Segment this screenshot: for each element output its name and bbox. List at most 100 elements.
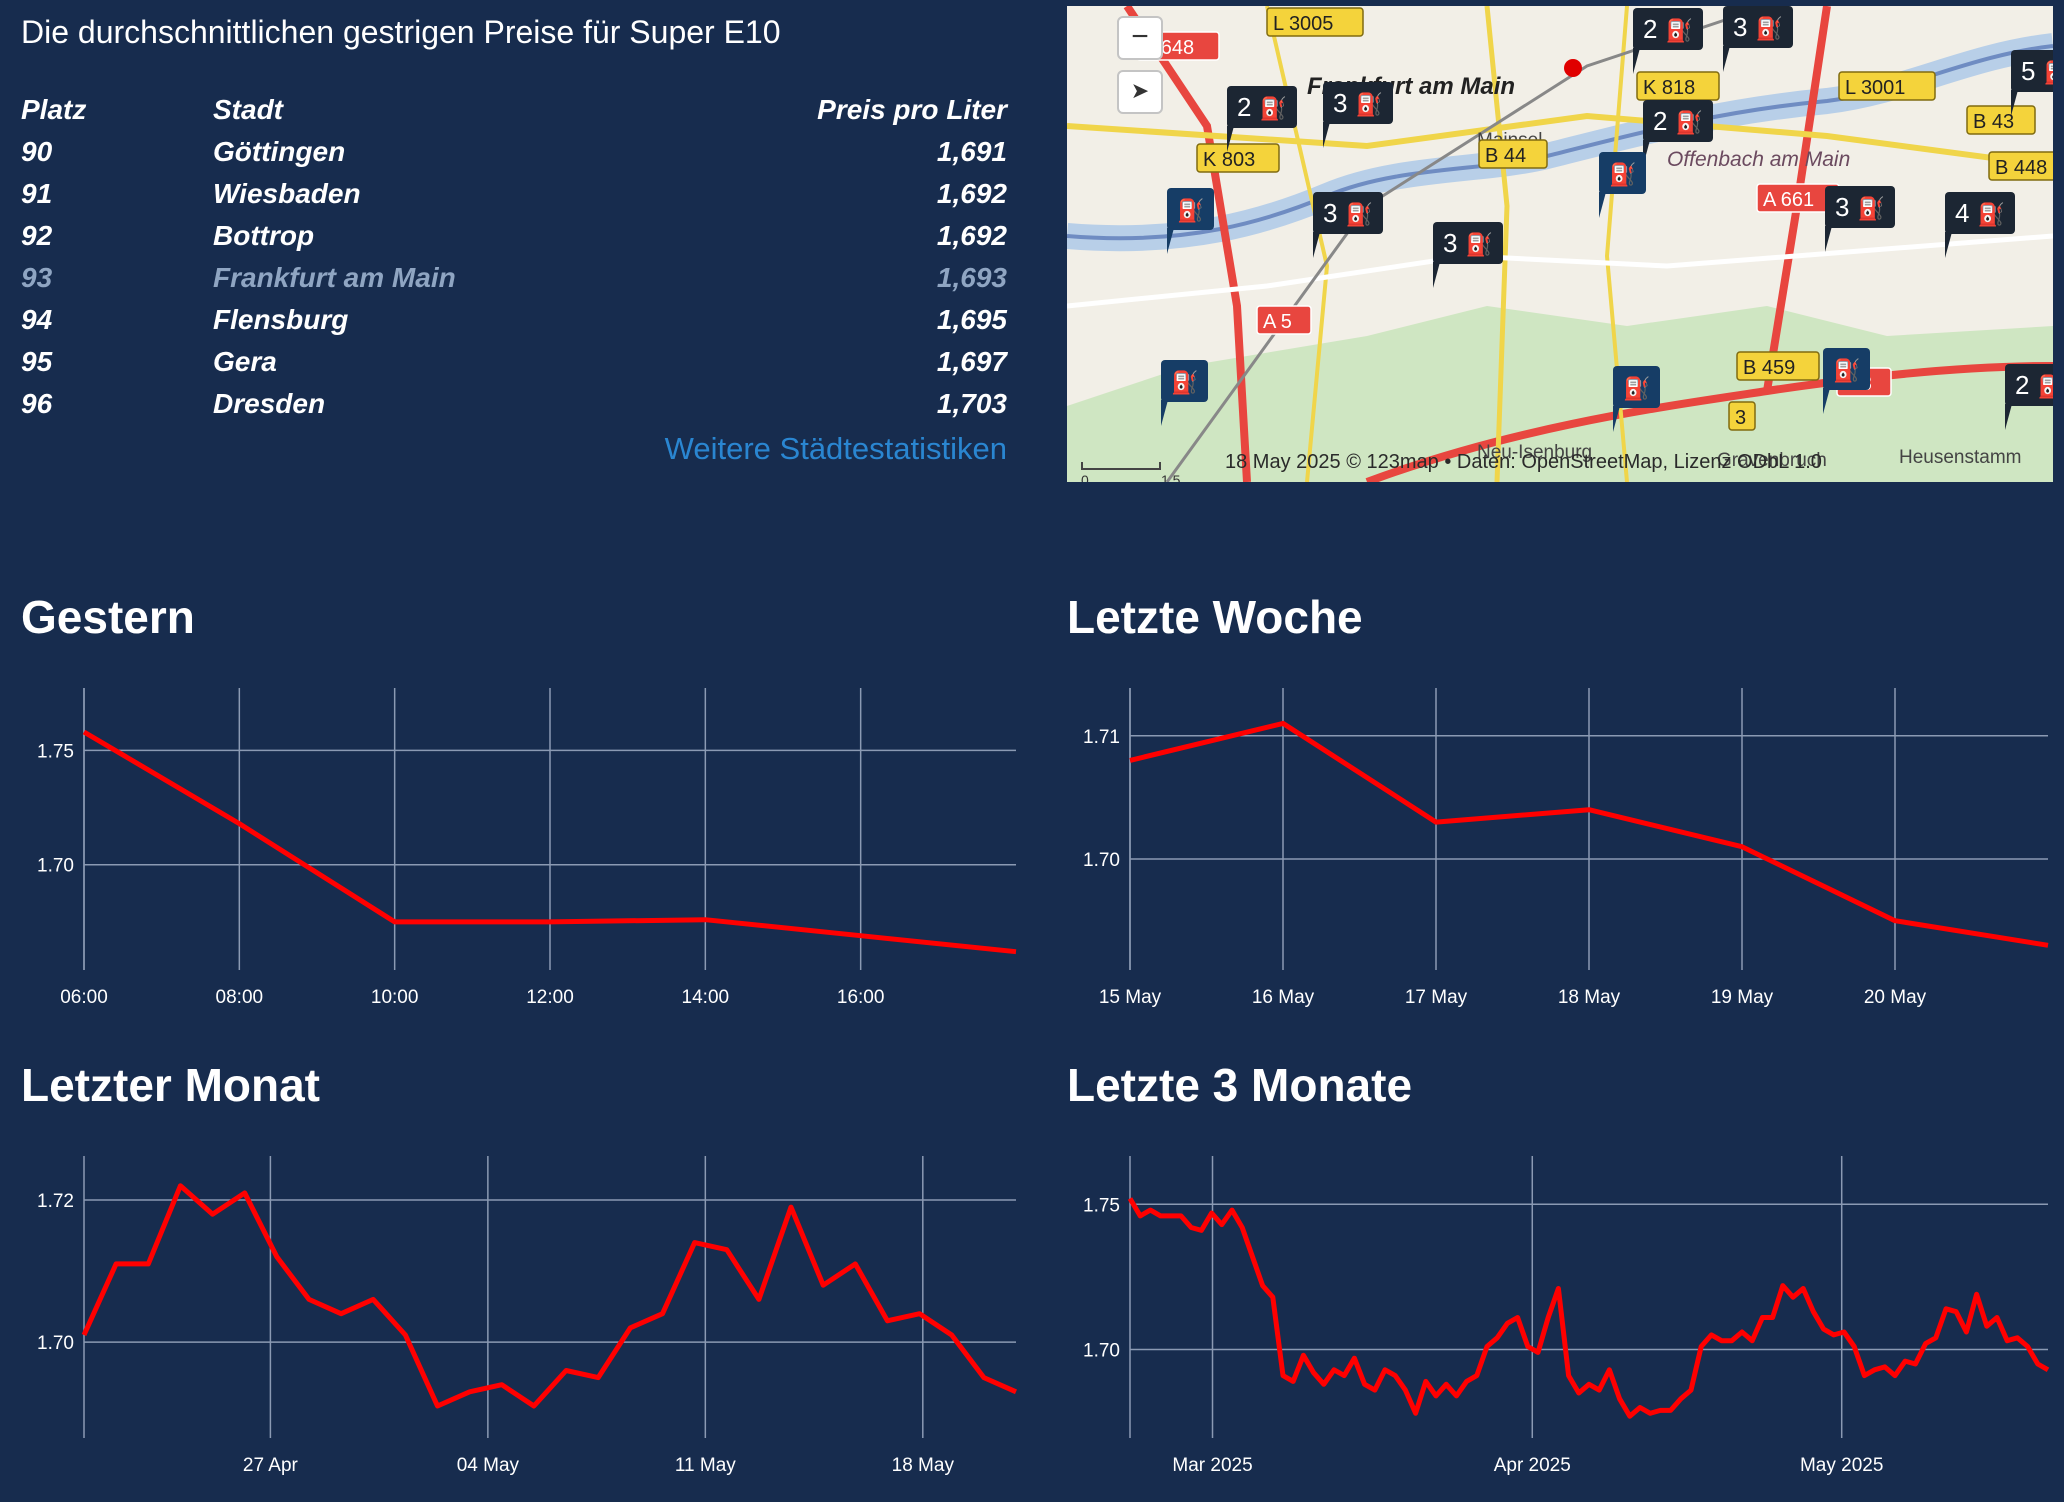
chart-title-letzte-3-monate: Letzte 3 Monate <box>1067 1059 1413 1111</box>
road-badge: B 44 <box>1478 139 1548 169</box>
x-tick-label: 20 May <box>1864 987 1927 1008</box>
road-badge-label: B 44 <box>1485 145 1526 167</box>
x-tick-label: 19 May <box>1711 987 1774 1008</box>
header-stadt: Stadt <box>213 94 283 125</box>
x-tick-label: 18 May <box>892 1455 955 1476</box>
header-preis: Preis pro Liter <box>817 94 1007 125</box>
pin-count: 2 <box>1237 92 1252 122</box>
fuel-station-pin[interactable]: 3 ⛽ <box>1323 82 1393 148</box>
current-location-marker[interactable] <box>1564 59 1582 77</box>
x-tick-label: 11 May <box>675 1455 736 1476</box>
autobahn-a5 <box>1123 6 1251 482</box>
fuel-pump-icon: ⛽ <box>1977 202 2005 227</box>
fuel-station-pin[interactable]: 2 ⛽ <box>1227 86 1297 152</box>
road-badge-label: B 448 <box>1995 157 2047 179</box>
road-badge: K 818 <box>1636 71 1720 101</box>
x-tick-label: Apr 2025 <box>1494 1455 1571 1476</box>
table-row: 91 Wiesbaden 1,692 <box>21 176 1007 218</box>
chart-letzter-monat: 1.70 1.72 27 Apr 04 May 11 May 18 May <box>21 1148 1021 1476</box>
pin-count: 3 <box>1333 88 1348 118</box>
fuel-station-map[interactable]: Frankfurt am Main Offenbach am Main Neu-… <box>1067 6 2053 482</box>
table-row: 90 Göttingen 1,691 <box>21 134 1007 176</box>
road-badge: A 661 <box>1756 183 1840 213</box>
fuel-station-pin[interactable]: 4 ⛽ <box>1945 192 2015 258</box>
x-tick-label: 16:00 <box>837 987 885 1008</box>
x-tick-label: May 2025 <box>1800 1455 1883 1476</box>
header-platz: Platz <box>21 94 87 125</box>
y-tick-label: 1.72 <box>37 1191 74 1212</box>
locate-icon[interactable]: ➤ <box>1117 70 1163 114</box>
table-header: Platz Stadt Preis pro Liter <box>21 92 1007 134</box>
cell-platz: 90 <box>21 136 53 167</box>
road-badge-box <box>1478 139 1548 169</box>
price-line <box>1129 720 2049 948</box>
fuel-station-pin[interactable]: 3 ⛽ <box>1723 6 1793 72</box>
x-tick-label: 08:00 <box>216 987 264 1008</box>
x-tick-label: 10:00 <box>371 987 419 1008</box>
cell-platz: 94 <box>21 304 53 335</box>
cell-platz: 95 <box>21 346 53 377</box>
pin-count: 3 <box>1443 228 1458 258</box>
pin-count: 4 <box>1955 198 1970 228</box>
price-line <box>1127 1197 2050 1419</box>
road-b44 <box>1067 112 2053 169</box>
chart-gestern: 1.70 1.75 06:00 08:00 10:00 12:00 14:00 16:00 <box>21 680 1021 1008</box>
zoom-out-button[interactable]: − <box>1117 16 1163 60</box>
table-row: 96 Dresden 1,703 <box>21 386 1007 428</box>
fuel-pump-icon: ⛽ <box>1833 358 1861 383</box>
fuel-station-pin[interactable]: 5⛽ <box>2011 50 2053 116</box>
table-row: 93 Frankfurt am Main 1,693 <box>21 260 1007 302</box>
fuel-pump-icon: ⛽ <box>1675 110 1703 135</box>
x-tick-label: 18 May <box>1558 987 1621 1008</box>
road-b459 <box>1484 6 1510 482</box>
road-badge-label: A 661 <box>1763 189 1814 211</box>
table-row: 95 Gera 1,697 <box>21 344 1007 386</box>
table-row: 92 Bottrop 1,692 <box>21 218 1007 260</box>
fuel-pump-icon: ⛽ <box>1857 196 1885 221</box>
map-label-gravenbruch: Gravenbruch <box>1717 450 1827 471</box>
road-badge-label: 3 <box>1735 407 1746 429</box>
fuel-station-pin[interactable]: 2 ⛽ <box>1643 100 1713 166</box>
chart-title-letzter-monat: Letzter Monat <box>21 1059 320 1111</box>
fuel-station-pin[interactable]: ⛽ <box>1167 188 1215 254</box>
y-tick-label: 1.71 <box>1083 727 1120 748</box>
fuel-station-pin[interactable]: 3 ⛽ <box>1825 186 1895 252</box>
pin-count: 2 <box>2015 370 2030 400</box>
fuel-station-pin[interactable]: ⛽ <box>1599 152 1647 218</box>
fuel-station-pin[interactable]: 2 ⛽ <box>2005 364 2053 430</box>
fuel-station-pin[interactable]: ⛽ <box>1161 360 1209 426</box>
scale-zero: 0 <box>1081 472 1089 482</box>
pin-count: 3 <box>1835 192 1850 222</box>
y-tick-label: 1.75 <box>1083 1195 1120 1216</box>
cell-platz: 91 <box>21 178 53 209</box>
pin-count: 3 <box>1733 12 1748 42</box>
pin-count: 2 <box>1653 106 1668 136</box>
price-line <box>81 1183 1018 1409</box>
fuel-pump-icon: ⛽ <box>1355 92 1383 117</box>
fuel-station-pin[interactable]: ⛽ <box>1613 366 1661 432</box>
scale-line <box>1081 462 1161 470</box>
map-canvas[interactable]: Frankfurt am Main Offenbach am Main Neu-… <box>1067 6 2053 482</box>
fuel-station-pin[interactable]: 2 ⛽ <box>1633 8 1703 74</box>
pin-count: 3 <box>1323 198 1338 228</box>
road-badge-box <box>1838 71 1936 101</box>
cell-stadt: Göttingen <box>213 136 346 167</box>
more-city-stats-link[interactable]: Weitere Städtestatistiken <box>664 431 1007 466</box>
forest-area <box>1067 306 2053 482</box>
price-line <box>82 729 1017 955</box>
fuel-pump-icon: ⛽ <box>1259 96 1287 121</box>
fuel-station-pin[interactable]: 3 ⛽ <box>1433 222 1503 288</box>
y-tick-label: 1.70 <box>37 856 74 877</box>
cell-platz: 96 <box>21 388 53 419</box>
road-badge: B 459 <box>1736 351 1820 381</box>
road-badge-box <box>1196 143 1280 173</box>
cell-stadt: Wiesbaden <box>213 178 361 209</box>
fuel-station-pin[interactable]: ⛽ <box>1823 348 1871 414</box>
fuel-station-pin[interactable]: 3 ⛽ <box>1313 192 1383 258</box>
road-badge-label: K 818 <box>1643 77 1695 99</box>
cell-stadt: Frankfurt am Main <box>213 262 456 293</box>
road-badge-label: B 459 <box>1743 357 1795 379</box>
road-badge-label: K 803 <box>1203 149 1255 171</box>
x-tick-label: 17 May <box>1405 987 1468 1008</box>
x-tick-label: 14:00 <box>682 987 730 1008</box>
